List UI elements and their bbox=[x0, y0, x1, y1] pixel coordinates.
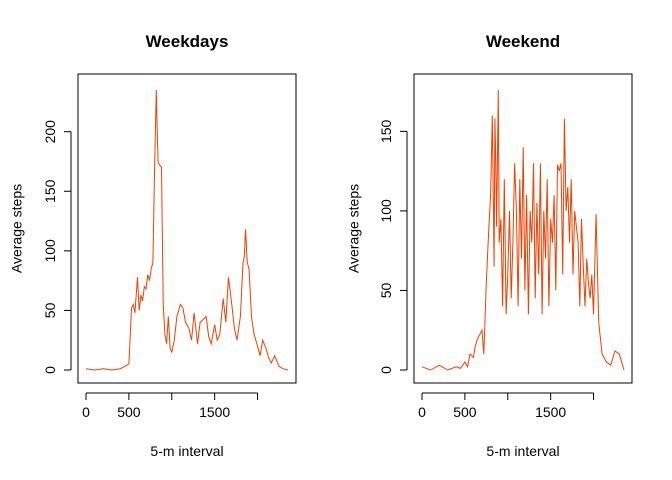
x-tick-label: 1500 bbox=[199, 404, 230, 420]
x-tick-label: 0 bbox=[82, 404, 90, 420]
chart-title: Weekend bbox=[486, 32, 560, 51]
x-axis: 0 500 1500 bbox=[418, 392, 595, 420]
data-line bbox=[85, 89, 289, 371]
y-tick-label: 150 bbox=[42, 179, 58, 203]
chart-panel-weekdays: Weekdays 5-m interval Average steps 0 500… bbox=[9, 32, 297, 459]
x-axis-label: 5-m interval bbox=[486, 443, 559, 459]
y-axis: 0 50 100 150 200 bbox=[42, 120, 72, 374]
plot-frame bbox=[77, 73, 297, 384]
x-tick-label: 0 bbox=[418, 404, 426, 420]
y-tick-label: 50 bbox=[42, 302, 58, 318]
y-tick-label: 150 bbox=[378, 119, 394, 143]
y-tick-label: 0 bbox=[42, 366, 58, 374]
y-tick-label: 100 bbox=[42, 239, 58, 263]
y-axis-label: Average steps bbox=[9, 184, 25, 273]
x-axis: 0 500 1500 bbox=[82, 392, 259, 420]
data-line bbox=[421, 89, 625, 371]
y-tick-label: 100 bbox=[378, 199, 394, 223]
y-tick-label: 50 bbox=[378, 282, 394, 298]
y-axis-label: Average steps bbox=[346, 184, 362, 273]
chart-panel-weekend: Weekend 5-m interval Average steps 0 500 1… bbox=[346, 32, 633, 459]
y-axis: 0 50 100 150 bbox=[378, 119, 408, 374]
x-axis-label: 5-m interval bbox=[150, 443, 223, 459]
plot-frame bbox=[413, 73, 633, 384]
y-tick-label: 200 bbox=[42, 120, 58, 144]
x-tick-label: 1500 bbox=[535, 404, 566, 420]
x-tick-label: 500 bbox=[453, 404, 477, 420]
chart-title: Weekdays bbox=[146, 32, 229, 51]
y-tick-label: 0 bbox=[378, 366, 394, 374]
x-tick-label: 500 bbox=[117, 404, 141, 420]
